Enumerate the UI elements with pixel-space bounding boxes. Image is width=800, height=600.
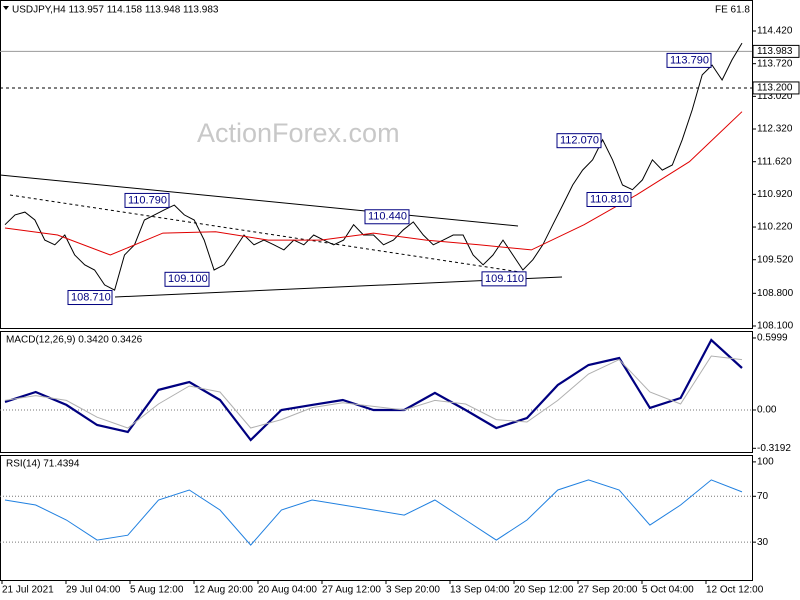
annotation-label: 109.100 xyxy=(168,273,208,285)
annotation-box xyxy=(364,209,410,225)
rsi-panel xyxy=(0,455,753,581)
price-tag-label: 113.200 xyxy=(757,83,793,94)
x-tick-label: 21 Jul 2021 xyxy=(2,585,54,596)
y-tick-label: 112.320 xyxy=(757,124,793,135)
x-tick-label: 12 Aug 20:00 xyxy=(194,585,253,596)
y-tick-label: 113.020 xyxy=(757,91,793,102)
y-tick-label: 0.00 xyxy=(757,405,777,416)
price-tag xyxy=(752,44,800,58)
series-line xyxy=(4,338,743,442)
annotation-box xyxy=(124,192,170,208)
price-tag-label: 113.983 xyxy=(757,46,793,57)
annotation-box xyxy=(556,133,602,149)
x-tick-label: 5 Aug 12:00 xyxy=(130,585,184,596)
chart-title: USDJPY,H4 113.957 114.158 113.948 113.98… xyxy=(12,5,219,16)
series-line xyxy=(4,42,743,291)
trend-line xyxy=(0,174,519,227)
y-tick-label: 114.420 xyxy=(757,26,793,37)
x-tick-label: 12 Oct 12:00 xyxy=(706,585,764,596)
trend-line xyxy=(9,194,521,273)
main-panel xyxy=(0,0,753,329)
annotation-box xyxy=(67,290,113,306)
watermark: ActionForex.com xyxy=(197,118,400,148)
x-tick-label: 29 Jul 04:00 xyxy=(66,585,121,596)
x-tick-label: 27 Sep 20:00 xyxy=(578,585,638,596)
x-tick-label: 20 Sep 12:00 xyxy=(514,585,574,596)
y-tick-label: 113.720 xyxy=(757,58,793,69)
y-tick-label: 108.800 xyxy=(757,288,794,299)
x-tick-label: 27 Aug 12:00 xyxy=(322,585,381,596)
y-tick-label: 110.220 xyxy=(757,222,793,233)
x-tick-label: 3 Sep 20:00 xyxy=(386,585,440,596)
indicator-label: FE 61.8 xyxy=(715,5,750,16)
panel-title: MACD(12,26,9) 0.3420 0.3426 xyxy=(6,335,143,346)
annotation-box xyxy=(481,271,527,287)
annotation-box xyxy=(164,271,210,287)
annotation-label: 112.070 xyxy=(560,135,599,147)
y-tick-label: 70 xyxy=(757,491,769,502)
series-line xyxy=(4,355,743,429)
y-tick-label: 100 xyxy=(757,457,774,468)
series-line xyxy=(4,479,743,546)
panel-title: RSI(14) 71.4394 xyxy=(6,459,80,470)
y-tick-label: 0.5999 xyxy=(757,333,788,344)
annotation-label: 110.790 xyxy=(128,194,167,206)
menu-arrow xyxy=(3,6,9,10)
y-tick-label: -0.3192 xyxy=(757,443,791,454)
annotation-label: 113.790 xyxy=(670,54,709,66)
y-tick-label: 30 xyxy=(757,537,769,548)
y-tick-label: 111.620 xyxy=(757,156,792,167)
annotation-label: 110.810 xyxy=(590,193,629,205)
annotation-label: 108.710 xyxy=(71,291,111,303)
x-tick-label: 5 Oct 04:00 xyxy=(642,585,694,596)
y-tick-label: 110.920 xyxy=(757,189,793,200)
x-tick-label: 13 Sep 04:00 xyxy=(450,585,510,596)
macd-panel xyxy=(0,331,753,453)
annotation-label: 109.110 xyxy=(485,273,524,285)
x-tick-label: 20 Aug 04:00 xyxy=(258,585,317,596)
annotation-label: 110.440 xyxy=(368,211,407,223)
annotation-box xyxy=(586,191,632,207)
price-tag xyxy=(752,81,800,95)
annotation-box xyxy=(666,52,712,68)
y-tick-label: 108.100 xyxy=(757,321,794,332)
y-tick-label: 109.520 xyxy=(757,254,794,265)
